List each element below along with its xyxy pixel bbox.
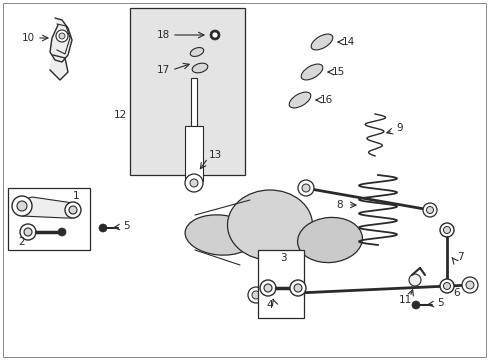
Circle shape [465, 281, 473, 289]
Ellipse shape [190, 48, 203, 57]
Text: 14: 14 [341, 37, 354, 47]
Bar [8, 188, 90, 250]
Circle shape [426, 207, 433, 213]
Circle shape [209, 30, 220, 40]
Circle shape [58, 228, 66, 236]
Ellipse shape [301, 64, 322, 80]
Bar [191, 78, 197, 126]
Circle shape [439, 279, 453, 293]
Circle shape [260, 280, 275, 296]
Bar [130, 8, 244, 175]
Ellipse shape [185, 215, 254, 255]
Circle shape [65, 202, 81, 218]
Circle shape [251, 291, 260, 299]
Circle shape [247, 287, 264, 303]
Text: 10: 10 [21, 33, 35, 43]
Ellipse shape [310, 34, 332, 50]
Ellipse shape [192, 63, 207, 73]
Circle shape [56, 30, 68, 42]
Bar [184, 126, 203, 181]
Text: 8: 8 [336, 200, 343, 210]
Circle shape [184, 174, 203, 192]
Text: 2: 2 [19, 237, 25, 247]
Text: 6: 6 [453, 288, 459, 298]
Text: 16: 16 [319, 95, 332, 105]
Circle shape [297, 180, 313, 196]
Circle shape [422, 203, 436, 217]
Circle shape [411, 301, 419, 309]
Circle shape [461, 277, 477, 293]
Circle shape [20, 224, 36, 240]
Text: 1: 1 [73, 191, 79, 201]
Ellipse shape [297, 217, 362, 262]
Circle shape [289, 280, 305, 296]
Text: 5: 5 [122, 221, 129, 231]
Circle shape [59, 33, 65, 39]
Text: 15: 15 [331, 67, 344, 77]
Ellipse shape [227, 190, 312, 260]
Text: 11: 11 [398, 295, 411, 305]
Circle shape [190, 179, 198, 187]
Circle shape [443, 226, 449, 234]
Circle shape [17, 201, 27, 211]
Ellipse shape [288, 92, 310, 108]
Text: 13: 13 [208, 150, 221, 160]
Circle shape [293, 284, 302, 292]
Text: 5: 5 [436, 298, 443, 308]
Text: 18: 18 [156, 30, 169, 40]
Circle shape [302, 184, 309, 192]
Circle shape [24, 228, 32, 236]
Text: 7: 7 [456, 252, 462, 262]
Circle shape [99, 224, 107, 232]
Circle shape [212, 32, 218, 38]
Polygon shape [50, 55, 68, 80]
Text: 9: 9 [396, 123, 403, 133]
Text: 12: 12 [113, 110, 126, 120]
Polygon shape [22, 197, 73, 218]
Polygon shape [50, 18, 72, 62]
Text: 4: 4 [266, 300, 273, 310]
Circle shape [264, 284, 271, 292]
Bar [258, 250, 304, 318]
Circle shape [408, 274, 420, 286]
Text: 3: 3 [279, 253, 286, 263]
Circle shape [439, 223, 453, 237]
Circle shape [443, 283, 449, 289]
Text: 17: 17 [156, 65, 169, 75]
Circle shape [12, 196, 32, 216]
Circle shape [69, 206, 77, 214]
